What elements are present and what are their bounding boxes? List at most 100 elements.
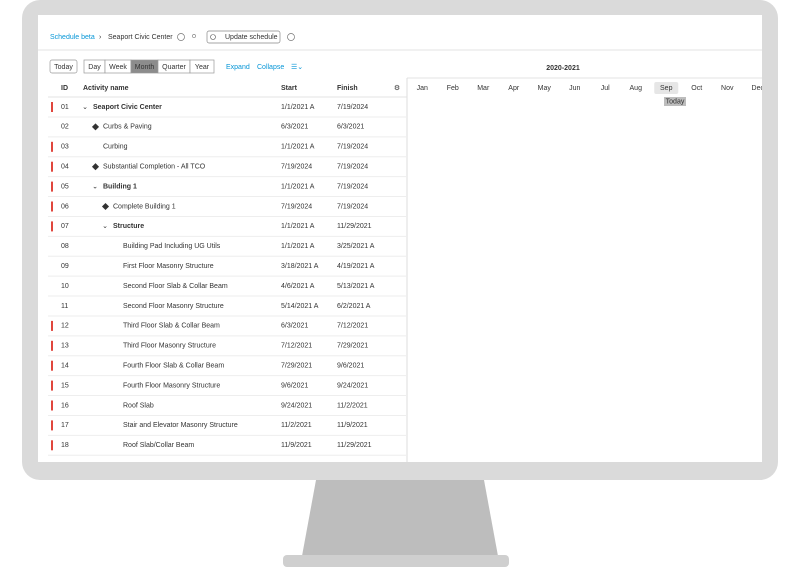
finish-date: 11/29/2021: [337, 442, 372, 449]
critical-marker: [51, 161, 53, 172]
finish-date: 3/25/2021 A: [337, 243, 375, 250]
critical-marker: [51, 340, 53, 351]
month-label: Nov: [721, 85, 734, 92]
finish-date: 11/9/2021: [337, 422, 368, 429]
month-label: Jun: [569, 85, 580, 92]
column-header: Finish: [337, 85, 358, 92]
row-id: 12: [61, 323, 69, 330]
start-date: 1/1/2021 A: [281, 243, 315, 250]
activity-name: Curbing: [103, 144, 128, 151]
start-date: 7/12/2021: [281, 343, 312, 350]
row-id: 11: [61, 303, 68, 310]
finish-date: 7/19/2024: [337, 203, 368, 210]
month-label: Mar: [477, 85, 490, 92]
finish-date: 4/19/2021 A: [337, 263, 375, 270]
settings-icon[interactable]: ⚙: [394, 84, 400, 92]
month-label: Feb: [447, 85, 459, 92]
row-id: 09: [61, 263, 69, 270]
row-id: 08: [61, 243, 69, 250]
critical-marker: [51, 141, 53, 152]
scale-button-label: Year: [195, 64, 210, 71]
finish-date: 9/24/2021: [337, 382, 368, 389]
scale-button-label: Week: [109, 64, 127, 71]
row-id: 10: [61, 283, 69, 290]
row-id: 13: [61, 343, 69, 350]
critical-marker: [51, 320, 53, 331]
row-id: 07: [61, 223, 69, 230]
today-button[interactable]: [49, 59, 78, 74]
critical-marker: [51, 400, 53, 411]
finish-date: 11/29/2021: [337, 223, 372, 230]
start-date: 7/19/2024: [281, 164, 312, 171]
expand-chevron[interactable]: ⌄: [82, 104, 88, 111]
start-date: 11/2/2021: [281, 422, 312, 429]
activity-name: Second Floor Masonry Structure: [123, 303, 224, 310]
collapse-link[interactable]: Collapse: [257, 64, 284, 71]
finish-date: 7/19/2024: [337, 144, 368, 151]
activity-name: Roof Slab: [123, 402, 154, 409]
start-date: 9/24/2021: [281, 402, 312, 409]
month-header: Jan Feb Mar Apr May Jun Jul Aug Sep Oct Nov Dec Toda…: [417, 82, 765, 106]
month-label: Jan: [417, 85, 428, 92]
activity-name: Substantial Completion - All TCO: [103, 164, 206, 171]
start-date: 1/1/2021 A: [281, 104, 315, 111]
today-label: Today: [666, 98, 685, 105]
row-id: 06: [61, 203, 69, 210]
start-date: 1/1/2021 A: [281, 223, 315, 230]
activity-name: Curbs & Paving: [103, 124, 152, 131]
row-id: 14: [61, 363, 69, 370]
start-date: 1/1/2021 A: [281, 183, 315, 190]
help-icon[interactable]: [287, 33, 295, 41]
expand-link[interactable]: Expand: [226, 64, 250, 71]
start-date: 4/6/2021 A: [281, 283, 315, 290]
breadcrumb-project: Seaport Civic Center: [108, 34, 173, 41]
monitor-base: [283, 555, 509, 567]
finish-date: 11/2/2021: [337, 402, 368, 409]
view-menu-icon[interactable]: ☰⌄: [291, 64, 303, 71]
row-id: 05: [61, 183, 69, 190]
row-id: 03: [61, 144, 69, 151]
activity-name: Complete Building 1: [113, 203, 176, 210]
breadcrumb-app[interactable]: Schedule beta: [50, 34, 95, 41]
critical-marker: [51, 420, 53, 431]
start-date: 7/19/2024: [281, 203, 312, 210]
current-month-highlight: [654, 82, 679, 94]
critical-marker: [51, 380, 53, 391]
scale-button-label: Quarter: [162, 64, 186, 71]
critical-marker: [51, 102, 53, 112]
today-badge: [664, 97, 686, 106]
scale-button-label: Month: [135, 64, 155, 71]
month-label: Dec: [752, 85, 765, 92]
column-header: Activity name: [83, 85, 129, 92]
critical-marker: [51, 221, 53, 232]
scale-button[interactable]: [189, 59, 215, 74]
start-date: 3/18/2021 A: [281, 263, 319, 270]
people-icon[interactable]: [192, 34, 196, 38]
activity-name: Building 1: [103, 183, 137, 190]
activity-name: Roof Slab/Collar Beam: [123, 442, 194, 449]
update-button-label: Update schedule: [225, 34, 278, 41]
monitor-stand: [302, 480, 498, 556]
start-date: 5/14/2021 A: [281, 303, 319, 310]
cloud-icon: [210, 34, 216, 40]
month-label: Sep: [660, 85, 673, 92]
critical-marker: [51, 360, 53, 371]
scale-button-label: Day: [88, 64, 101, 71]
activity-name: Stair and Elevator Masonry Structure: [123, 422, 238, 429]
start-date: 11/9/2021: [281, 442, 312, 449]
start-date: 6/3/2021: [281, 323, 308, 330]
expand-chevron[interactable]: ⌄: [92, 183, 98, 190]
month-label: Apr: [508, 85, 520, 92]
finish-date: 6/3/2021: [337, 124, 364, 131]
row-id: 17: [61, 422, 69, 429]
update-button[interactable]: [206, 30, 281, 44]
start-date: 6/3/2021: [281, 124, 308, 131]
expand-chevron[interactable]: ⌄: [102, 223, 108, 230]
month-label: Aug: [630, 85, 643, 92]
finish-date: 7/12/2021: [337, 323, 368, 330]
start-date: 9/6/2021: [281, 382, 308, 389]
activity-name: Structure: [113, 223, 144, 230]
row-id: 02: [61, 124, 69, 131]
breadcrumb-separator: ›: [99, 34, 102, 41]
info-icon[interactable]: [177, 33, 185, 41]
